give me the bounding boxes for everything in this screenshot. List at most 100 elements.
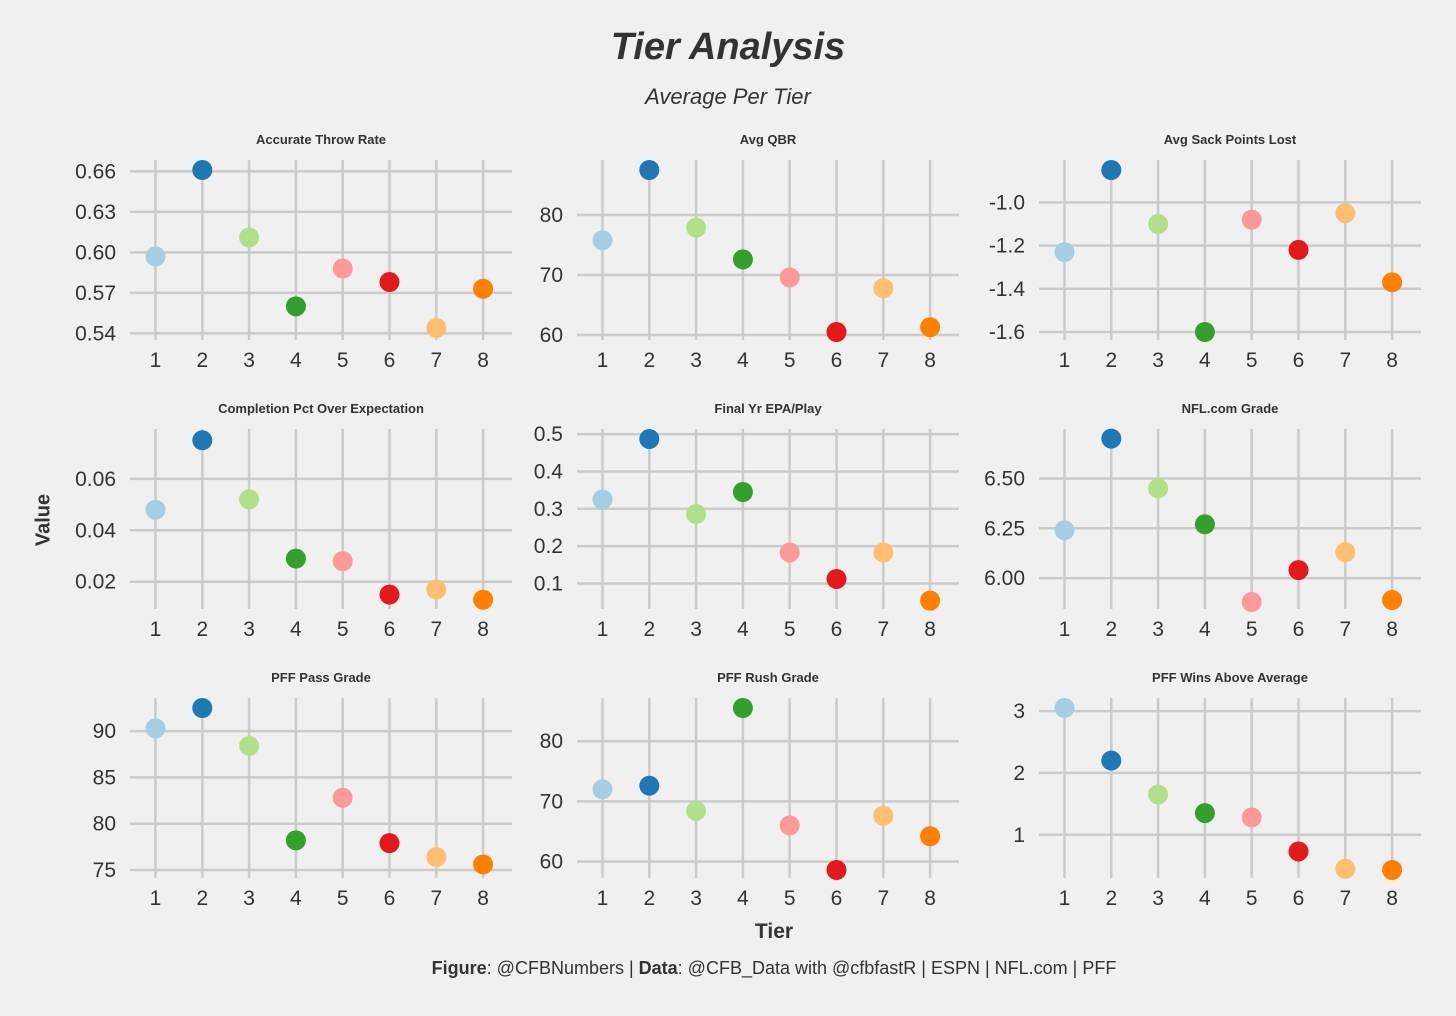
y-tick-label: 6.25 [984,517,1025,540]
y-tick-label: 0.02 [75,571,116,594]
y-tick-label: 70 [540,790,563,813]
x-tick-label: 5 [1246,887,1258,910]
x-tick-label: 7 [430,887,442,910]
panel-3: Avg Sack Points Lost -1.6 -1.4 -1.2 -1.0 1 2 3 4… [989,132,1421,372]
data-point-tier-8 [473,854,494,875]
panel-5: Final Yr EPA/Play 0.1 0.2 0.3 0.4 0.5 1 2 3 4 5 6 7 8 [534,401,959,641]
data-point-tier-3 [686,217,707,238]
panel-title: NFL.com Grade [1182,401,1279,416]
data-point-tier-4 [732,249,753,270]
panel-2: Avg QBR 60 70 80 1 2 3 4 5 6 7 8 [540,132,959,372]
y-tick-label: 0.66 [75,160,116,183]
x-tick-label: 3 [243,887,255,910]
data-point-tier-8 [920,317,941,338]
data-point-tier-7 [426,847,447,868]
data-point-tier-4 [1194,514,1215,535]
x-tick-label: 4 [1199,349,1211,372]
x-tick-label: 8 [1386,618,1398,641]
panel-9: PFF Wins Above Average 1 2 3 1 2 3 4 5 6 7 8 [1013,670,1421,910]
data-point-tier-5 [1241,807,1262,828]
y-tick-label: 1 [1013,824,1025,847]
y-tick-label: 0.60 [75,241,116,264]
data-point-tier-1 [1054,698,1075,718]
x-tick-label: 7 [877,349,889,372]
x-tick-label: 4 [290,349,302,372]
data-point-tier-8 [473,589,494,610]
data-point-tier-6 [1288,239,1309,260]
y-tick-label: -1.6 [989,321,1025,344]
data-point-tier-6 [379,584,400,605]
data-point-tier-7 [1335,203,1356,224]
x-tick-label: 4 [1199,887,1211,910]
data-point-tier-6 [1288,560,1309,581]
x-tick-label: 4 [737,349,749,372]
x-tick-label: 3 [1152,618,1164,641]
data-point-tier-6 [826,860,847,880]
x-tick-label: 5 [337,349,349,372]
x-tick-label: 2 [643,887,655,910]
x-tick-label: 5 [1246,349,1258,372]
data-point-tier-5 [779,542,800,563]
x-tick-label: 3 [690,618,702,641]
y-tick-label: 90 [93,720,116,743]
data-point-tier-4 [285,548,306,569]
data-point-tier-4 [285,296,306,317]
data-point-tier-4 [732,482,753,503]
x-tick-label: 3 [1152,349,1164,372]
x-tick-label: 1 [1059,887,1071,910]
data-point-tier-5 [779,815,800,836]
x-tick-label: 6 [1293,618,1305,641]
data-point-tier-5 [779,267,800,288]
y-tick-label: 75 [93,859,116,882]
x-tick-label: 5 [337,618,349,641]
panel-title: Avg QBR [740,132,797,147]
y-tick-label: 60 [540,851,563,874]
x-tick-label: 1 [597,618,609,641]
data-point-tier-4 [1194,803,1215,824]
panel-8: PFF Rush Grade 60 70 80 1 2 3 4 5 6 7 8 [540,670,959,910]
panel-4: Completion Pct Over Expectation 0.02 0.04 0… [75,401,512,641]
data-point-tier-3 [239,489,260,510]
data-point-tier-5 [332,258,353,279]
x-tick-label: 8 [924,349,936,372]
data-point-tier-6 [379,272,400,293]
data-point-tier-1 [145,499,166,520]
x-tick-label: 3 [243,618,255,641]
x-tick-label: 8 [924,887,936,910]
y-tick-label: 80 [540,730,563,753]
x-tick-label: 4 [737,618,749,641]
x-tick-label: 7 [877,618,889,641]
x-tick-label: 1 [597,887,609,910]
x-tick-label: 6 [384,887,396,910]
x-tick-label: 2 [1105,887,1117,910]
y-tick-label: 70 [540,264,563,287]
y-tick-label: 60 [540,324,563,347]
y-tick-label: 85 [93,766,116,789]
y-tick-label: 0.4 [534,460,564,483]
figure-caption: Figure: @CFBNumbers | Data: @CFB_Data wi… [0,958,1456,979]
data-point-tier-3 [1148,784,1169,805]
data-point-tier-5 [1241,591,1262,612]
x-tick-label: 5 [784,349,796,372]
data-point-tier-1 [1054,242,1075,263]
data-point-tier-3 [686,504,707,525]
data-point-tier-6 [826,322,847,342]
y-tick-label: -1.2 [989,235,1025,258]
x-tick-label: 2 [643,349,655,372]
chart-title: Tier Analysis [610,26,846,68]
x-tick-label: 3 [690,349,702,372]
data-point-tier-4 [1194,322,1215,342]
caption-figure-text: : @CFBNumbers | [486,958,639,978]
x-tick-label: 1 [150,887,162,910]
y-tick-label: 3 [1013,700,1025,723]
x-tick-label: 8 [924,618,936,641]
data-point-tier-1 [592,779,613,800]
data-point-tier-7 [1335,542,1356,563]
data-point-tier-2 [192,698,213,718]
data-point-tier-5 [332,551,353,572]
x-tick-label: 7 [430,618,442,641]
panel-6: NFL.com Grade 6.00 6.25 6.50 1 2 3 4 5 6 7 8 [984,401,1421,641]
x-tick-label: 4 [290,618,302,641]
x-tick-label: 8 [477,887,489,910]
